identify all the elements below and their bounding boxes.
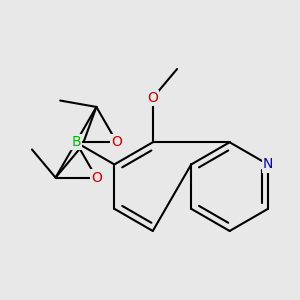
Text: O: O (147, 91, 158, 105)
Text: B: B (71, 135, 81, 149)
Text: O: O (111, 135, 122, 149)
Text: O: O (91, 171, 102, 184)
Text: N: N (263, 158, 273, 171)
